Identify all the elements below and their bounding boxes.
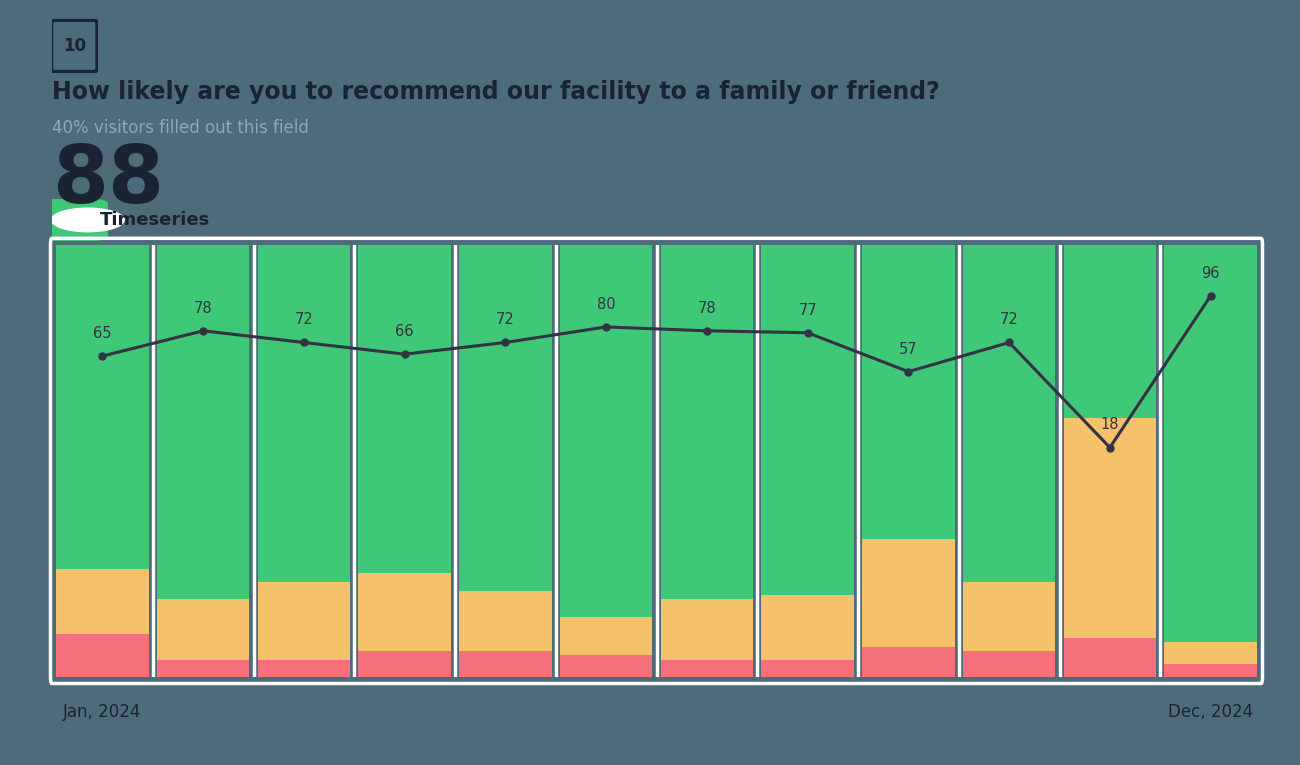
Bar xyxy=(1063,418,1156,638)
Bar xyxy=(459,651,551,677)
Text: 78: 78 xyxy=(698,301,716,316)
Text: 72: 72 xyxy=(295,312,313,327)
Bar xyxy=(560,656,653,677)
Text: 88: 88 xyxy=(52,142,164,220)
Bar xyxy=(963,651,1056,677)
Text: Timeseries: Timeseries xyxy=(100,211,211,229)
Bar xyxy=(560,617,653,656)
Bar xyxy=(862,646,954,677)
Bar xyxy=(157,245,250,599)
FancyBboxPatch shape xyxy=(38,199,108,241)
Bar xyxy=(762,595,854,659)
Text: 65: 65 xyxy=(94,326,112,341)
Bar xyxy=(762,659,854,677)
Bar xyxy=(1165,643,1257,664)
Bar xyxy=(257,245,350,582)
Bar xyxy=(1063,245,1156,418)
Bar xyxy=(459,591,551,651)
Bar xyxy=(1165,245,1257,643)
Bar xyxy=(963,245,1056,582)
Text: How likely are you to recommend our facility to a family or friend?: How likely are you to recommend our faci… xyxy=(52,80,940,104)
Bar xyxy=(762,245,854,595)
Bar xyxy=(1165,664,1257,677)
Text: 66: 66 xyxy=(395,324,413,339)
Bar xyxy=(359,651,451,677)
Bar xyxy=(56,633,148,677)
Bar xyxy=(862,245,954,539)
Bar xyxy=(157,659,250,677)
Text: 77: 77 xyxy=(798,303,816,317)
Bar xyxy=(560,245,653,617)
Bar xyxy=(359,573,451,651)
Bar xyxy=(660,659,753,677)
Circle shape xyxy=(52,208,125,232)
Bar xyxy=(257,582,350,659)
Text: 96: 96 xyxy=(1201,265,1219,281)
Bar xyxy=(1063,638,1156,677)
Text: 18: 18 xyxy=(1101,418,1119,432)
FancyBboxPatch shape xyxy=(52,20,98,72)
Bar xyxy=(660,245,753,599)
Text: 10: 10 xyxy=(64,37,86,55)
Text: 72: 72 xyxy=(1000,312,1018,327)
Bar xyxy=(963,582,1056,651)
Text: 57: 57 xyxy=(900,341,918,356)
Text: Dec, 2024: Dec, 2024 xyxy=(1169,703,1253,721)
Bar xyxy=(56,569,148,633)
Bar xyxy=(660,599,753,659)
Bar xyxy=(257,659,350,677)
Text: 72: 72 xyxy=(497,312,515,327)
Bar xyxy=(862,539,954,646)
Text: Jan, 2024: Jan, 2024 xyxy=(64,703,142,721)
Bar xyxy=(459,245,551,591)
Bar xyxy=(157,599,250,659)
Bar xyxy=(56,245,148,569)
Bar xyxy=(359,245,451,573)
Text: 78: 78 xyxy=(194,301,212,316)
Text: 40% visitors filled out this field: 40% visitors filled out this field xyxy=(52,119,309,137)
Text: 80: 80 xyxy=(597,297,615,312)
